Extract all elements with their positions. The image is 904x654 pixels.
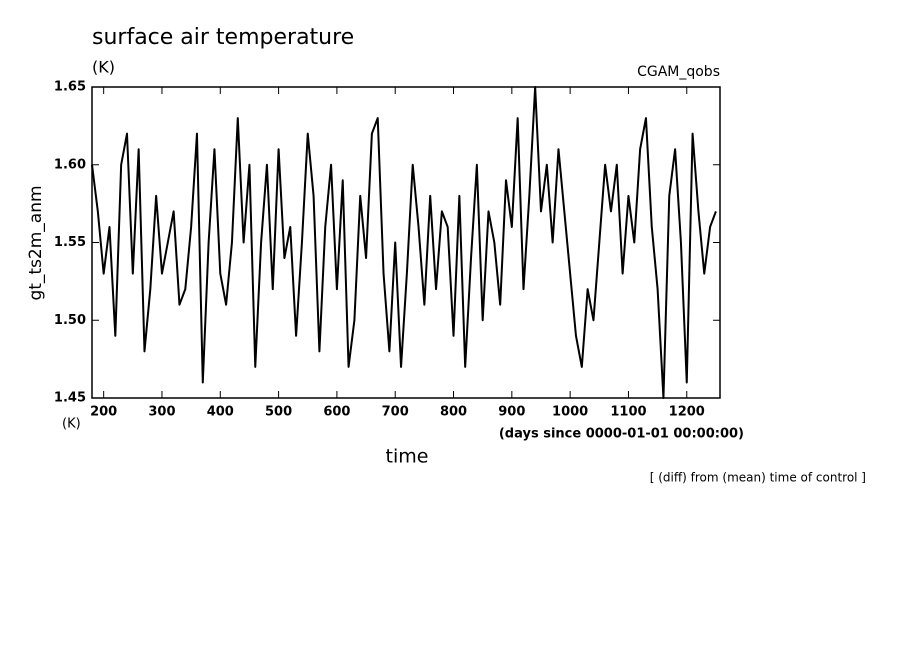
x-tick-label: 1000 [552,405,588,420]
y-axis-label: gt_ts2m_anm [26,185,46,300]
y-tick-label: 1.65 [54,80,86,95]
x-tick-label: 300 [148,405,175,420]
x-tick-label: 200 [90,405,117,420]
x-tick-label: 1200 [669,405,705,420]
x-axis-units: (days since 0000-01-01 00:00:00) [499,427,744,442]
units: (K) [92,58,115,77]
note: [ (diff) from (mean) time of control ] [650,471,866,485]
y-axis-units: (K) [62,417,81,432]
x-tick-label: 700 [382,405,409,420]
x-tick-label: 800 [440,405,467,420]
x-tick-label: 500 [265,405,292,420]
x-tick-label: 1100 [610,405,646,420]
source-label: CGAM_qobs [637,64,720,80]
y-tick-label: 1.60 [54,157,86,172]
data-line [91,86,717,399]
chart-title: surface air temperature [92,25,354,50]
y-tick-label: 1.55 [54,235,86,250]
y-tick-label: 1.50 [54,313,86,328]
x-tick-label: 400 [207,405,234,420]
x-tick-label: 600 [323,405,350,420]
x-axis-label: time [386,446,429,468]
x-tick-label: 900 [498,405,525,420]
y-tick-label: 1.45 [54,391,86,406]
